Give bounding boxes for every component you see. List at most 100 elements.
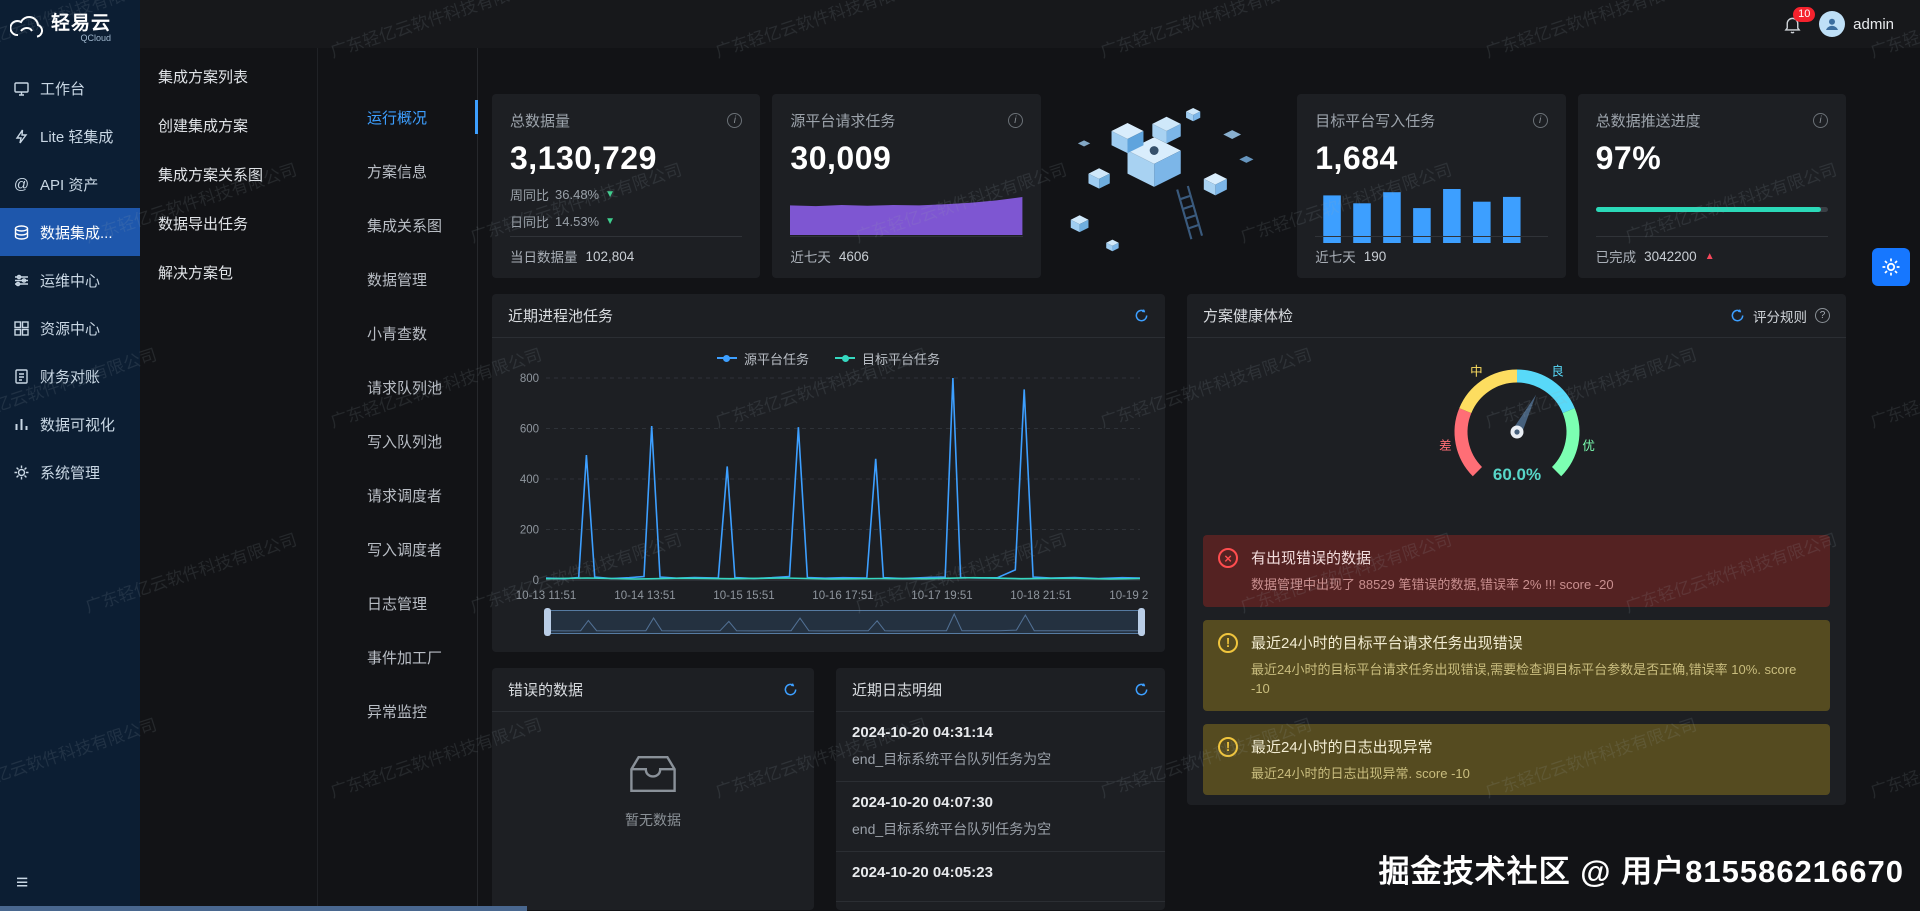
refresh-icon[interactable] bbox=[1134, 682, 1149, 697]
data-integration-icon bbox=[14, 224, 29, 240]
sidebar-item-data-integration[interactable]: 数据集成... bbox=[0, 208, 140, 256]
sidebar-item-finance[interactable]: 财务对账 bbox=[0, 352, 140, 400]
legend-target-tasks[interactable]: 目标平台任务 bbox=[835, 349, 940, 368]
chart-legend: 源平台任务 目标平台任务 bbox=[508, 346, 1149, 370]
card-total-data: 总数据量 i 3,130,729 周同比 36.48% ▼ 日同比 14.53% bbox=[492, 94, 761, 278]
svg-text:10-18 21:51: 10-18 21:51 bbox=[1010, 590, 1071, 602]
svg-text:10-19 23:51: 10-19 23:51 bbox=[1109, 590, 1148, 602]
alert-log-exception: ! 最近24小时的日志出现异常 最近24小时的日志出现异常. score -10 bbox=[1203, 723, 1830, 795]
empty-box-icon bbox=[630, 756, 676, 792]
card-title: 目标平台写入任务 bbox=[1315, 113, 1436, 130]
user-menu[interactable]: admin bbox=[1819, 11, 1894, 37]
sidebar-item-resource-center[interactable]: 资源中心 bbox=[0, 304, 140, 352]
footer-label: 已完成 bbox=[1595, 250, 1637, 265]
empty-text: 暂无数据 bbox=[625, 812, 681, 828]
menu-item-create-integration-plan[interactable]: 创建集成方案 bbox=[158, 118, 249, 135]
info-icon[interactable]: i bbox=[1813, 113, 1829, 128]
tab-request-scheduler[interactable]: 请求调度者 bbox=[367, 487, 443, 505]
info-icon[interactable]: i bbox=[1532, 113, 1548, 128]
card-target-writes: 目标平台写入任务 i 1,684 近七天 190 bbox=[1297, 94, 1566, 278]
footer-value: 4606 bbox=[838, 248, 869, 264]
credit-watermark: 掘金技术社区 @ 用户815586216670 bbox=[1378, 854, 1904, 889]
legend-source-tasks[interactable]: 源平台任务 bbox=[716, 349, 809, 368]
health-gauge-chart: 差 中 良优 60.0% bbox=[1439, 363, 1595, 484]
footer-label: 当日数据量 bbox=[510, 250, 578, 265]
legend-marker bbox=[835, 354, 855, 362]
error-data-panel: 错误的数据 bbox=[492, 668, 814, 910]
tab-data-management[interactable]: 数据管理 bbox=[367, 271, 428, 289]
svg-text:中: 中 bbox=[1470, 363, 1483, 378]
push-progress-fill bbox=[1595, 207, 1822, 212]
log-time: 2024-10-20 04:31:14 bbox=[852, 724, 993, 741]
qcloud-logo[interactable]: 轻易云 QCloud bbox=[0, 0, 140, 58]
empty-state: 暂无数据 bbox=[492, 712, 814, 830]
down-triangle-icon: ▼ bbox=[605, 189, 616, 200]
sidebar-item-api-assets[interactable]: @ API 资产 bbox=[0, 160, 140, 208]
process-pool-panel: 近期进程池任务 源平台任务 bbox=[492, 294, 1165, 652]
refresh-icon[interactable] bbox=[783, 682, 798, 697]
alert-target-request-errors: ! 最近24小时的目标平台请求任务出现错误 最近24小时的目标平台请求任务出现错… bbox=[1203, 619, 1830, 711]
footer-value: 102,804 bbox=[585, 248, 635, 264]
target-writes-value: 1,684 bbox=[1315, 140, 1398, 176]
legend-label: 源平台任务 bbox=[743, 351, 809, 367]
menu-item-solution-package[interactable]: 解决方案包 bbox=[158, 265, 234, 282]
svg-text:0: 0 bbox=[533, 575, 539, 587]
horizontal-scrollbar-thumb[interactable] bbox=[0, 906, 527, 911]
menu-item-data-export-tasks[interactable]: 数据导出任务 bbox=[158, 216, 249, 233]
data-visualization-icon bbox=[15, 418, 28, 430]
source-requests-sparkline bbox=[790, 197, 1023, 235]
avatar bbox=[1819, 11, 1846, 37]
refresh-icon[interactable] bbox=[1134, 308, 1149, 323]
svg-text:200: 200 bbox=[520, 525, 539, 537]
scoring-rules-link[interactable]: 评分规则 bbox=[1753, 309, 1807, 325]
tab-xiaoqing-query[interactable]: 小青查数 bbox=[367, 325, 428, 343]
tab-run-overview[interactable]: 运行概况 bbox=[318, 90, 478, 144]
tab-integration-graph[interactable]: 集成关系图 bbox=[367, 217, 443, 235]
gear-icon bbox=[1882, 258, 1900, 276]
settings-fab-button[interactable] bbox=[1872, 248, 1910, 286]
info-icon[interactable]: i bbox=[727, 113, 743, 128]
brush-handle-left[interactable] bbox=[544, 608, 551, 636]
refresh-icon[interactable] bbox=[1730, 308, 1745, 323]
tab-log-management[interactable]: 日志管理 bbox=[367, 595, 428, 613]
question-icon[interactable]: ? bbox=[1815, 308, 1830, 323]
sidebar-collapse-icon[interactable]: ≡ bbox=[16, 871, 29, 894]
tab-request-queue-pool[interactable]: 请求队列池 bbox=[367, 379, 443, 397]
tab-write-queue-pool[interactable]: 写入队列池 bbox=[367, 433, 443, 451]
notification-bell-button[interactable]: 10 bbox=[1782, 6, 1816, 35]
info-icon[interactable]: i bbox=[1007, 113, 1023, 128]
finance-reconciliation-icon bbox=[15, 368, 28, 384]
alert-description: 数据管理中出现了 88529 笔错误的数据,错误率 2% !!! score -… bbox=[1251, 577, 1614, 592]
svg-text:10-17 19:51: 10-17 19:51 bbox=[911, 590, 972, 602]
brush-handle-right[interactable] bbox=[1138, 608, 1145, 636]
sidebar-item-system-management[interactable]: 系统管理 bbox=[0, 448, 140, 496]
log-time: 2024-10-20 04:05:23 bbox=[852, 864, 993, 881]
week-ratio-value: 36.48% bbox=[555, 187, 600, 202]
lite-integration-icon bbox=[15, 129, 28, 143]
svg-text:60.0%: 60.0% bbox=[1492, 465, 1540, 484]
tab-event-factory[interactable]: 事件加工厂 bbox=[367, 649, 443, 667]
chart-brush[interactable] bbox=[544, 608, 1145, 636]
main-sidebar: 轻易云 QCloud 工作台 Lite 轻集成 @ API 资产 数据集成... bbox=[0, 0, 140, 911]
menu-item-integration-plan-list[interactable]: 集成方案列表 bbox=[158, 69, 249, 86]
sidebar-item-workbench[interactable]: 工作台 bbox=[0, 64, 140, 112]
alert-title: 有出现错误的数据 bbox=[1251, 550, 1372, 567]
menu-item-integration-plan-graph[interactable]: 集成方案关系图 bbox=[158, 167, 264, 184]
svg-text:400: 400 bbox=[520, 474, 539, 486]
tab-write-scheduler[interactable]: 写入调度者 bbox=[367, 541, 443, 559]
target-writes-bars bbox=[1323, 189, 1521, 243]
isometric-cubes-graphic bbox=[1070, 107, 1254, 252]
sidebar-item-lite-integration[interactable]: Lite 轻集成 bbox=[0, 112, 140, 160]
card-title: 总数据量 bbox=[510, 113, 571, 130]
footer-value: 190 bbox=[1363, 248, 1387, 264]
svg-text:差: 差 bbox=[1439, 439, 1452, 453]
alert-title: 最近24小时的目标平台请求任务出现错误 bbox=[1251, 634, 1523, 652]
svg-text:10-16 17:51: 10-16 17:51 bbox=[812, 590, 873, 602]
main-nav: 工作台 Lite 轻集成 @ API 资产 数据集成... 运维中心 资源中心 bbox=[0, 64, 140, 496]
tab-exception-monitor[interactable]: 异常监控 bbox=[367, 703, 428, 721]
tertiary-sidebar: 运行概况 方案信息 集成关系图 数据管理 小青查数 请求队列池 写入队列池 请求… bbox=[318, 48, 478, 911]
sidebar-item-data-visualization[interactable]: 数据可视化 bbox=[0, 400, 140, 448]
svg-text:600: 600 bbox=[520, 424, 539, 436]
tab-plan-info[interactable]: 方案信息 bbox=[367, 163, 428, 181]
sidebar-item-ops-center[interactable]: 运维中心 bbox=[0, 256, 140, 304]
